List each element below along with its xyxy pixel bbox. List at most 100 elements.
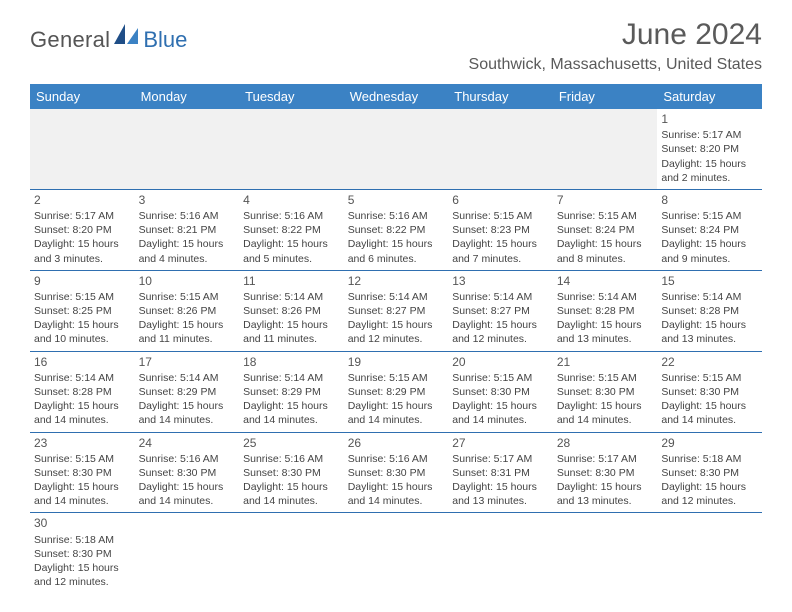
daylight-line: Daylight: 15 hours and 14 minutes. [243, 399, 340, 427]
day-number: 23 [34, 435, 131, 451]
day-number: 14 [557, 273, 654, 289]
sunset-line: Sunset: 8:30 PM [139, 466, 236, 480]
brand-logo: General Blue [30, 24, 187, 53]
calendar-cell [448, 109, 553, 189]
sunset-line: Sunset: 8:22 PM [243, 223, 340, 237]
location-subtitle: Southwick, Massachusetts, United States [469, 56, 762, 74]
weekday-header: Sunday [30, 84, 135, 109]
calendar-row: 2Sunrise: 5:17 AMSunset: 8:20 PMDaylight… [30, 189, 762, 270]
sunset-line: Sunset: 8:30 PM [557, 385, 654, 399]
calendar-cell [657, 513, 762, 593]
sunset-line: Sunset: 8:28 PM [661, 304, 758, 318]
day-number: 21 [557, 354, 654, 370]
sunrise-line: Sunrise: 5:16 AM [139, 209, 236, 223]
sunset-line: Sunset: 8:23 PM [452, 223, 549, 237]
day-number: 28 [557, 435, 654, 451]
sunrise-line: Sunrise: 5:18 AM [34, 533, 131, 547]
day-number: 18 [243, 354, 340, 370]
sunset-line: Sunset: 8:20 PM [661, 142, 758, 156]
sunrise-line: Sunrise: 5:17 AM [34, 209, 131, 223]
daylight-line: Daylight: 15 hours and 13 minutes. [661, 318, 758, 346]
day-number: 16 [34, 354, 131, 370]
day-number: 2 [34, 192, 131, 208]
daylight-line: Daylight: 15 hours and 14 minutes. [348, 399, 445, 427]
calendar-cell: 26Sunrise: 5:16 AMSunset: 8:30 PMDayligh… [344, 432, 449, 513]
sunrise-line: Sunrise: 5:14 AM [557, 290, 654, 304]
daylight-line: Daylight: 15 hours and 2 minutes. [661, 157, 758, 185]
sunset-line: Sunset: 8:24 PM [557, 223, 654, 237]
daylight-line: Daylight: 15 hours and 13 minutes. [557, 318, 654, 346]
sunset-line: Sunset: 8:22 PM [348, 223, 445, 237]
calendar-cell: 24Sunrise: 5:16 AMSunset: 8:30 PMDayligh… [135, 432, 240, 513]
calendar-cell: 8Sunrise: 5:15 AMSunset: 8:24 PMDaylight… [657, 189, 762, 270]
calendar-cell: 10Sunrise: 5:15 AMSunset: 8:26 PMDayligh… [135, 270, 240, 351]
calendar-cell: 29Sunrise: 5:18 AMSunset: 8:30 PMDayligh… [657, 432, 762, 513]
brand-word-blue: Blue [143, 27, 187, 53]
calendar-row: 9Sunrise: 5:15 AMSunset: 8:25 PMDaylight… [30, 270, 762, 351]
sunrise-line: Sunrise: 5:17 AM [557, 452, 654, 466]
calendar-header: Sunday Monday Tuesday Wednesday Thursday… [30, 84, 762, 109]
sunrise-line: Sunrise: 5:15 AM [139, 290, 236, 304]
day-number: 11 [243, 273, 340, 289]
calendar-cell: 5Sunrise: 5:16 AMSunset: 8:22 PMDaylight… [344, 189, 449, 270]
sunrise-line: Sunrise: 5:14 AM [139, 371, 236, 385]
sunrise-line: Sunrise: 5:14 AM [348, 290, 445, 304]
sunrise-line: Sunrise: 5:14 AM [452, 290, 549, 304]
day-number: 10 [139, 273, 236, 289]
day-number: 19 [348, 354, 445, 370]
day-number: 5 [348, 192, 445, 208]
daylight-line: Daylight: 15 hours and 7 minutes. [452, 237, 549, 265]
calendar-cell: 19Sunrise: 5:15 AMSunset: 8:29 PMDayligh… [344, 351, 449, 432]
day-number: 1 [661, 111, 758, 127]
calendar-cell: 12Sunrise: 5:14 AMSunset: 8:27 PMDayligh… [344, 270, 449, 351]
calendar-cell [344, 109, 449, 189]
day-number: 30 [34, 515, 131, 531]
calendar-page: General Blue June 2024 Southwick, Massac… [0, 0, 792, 612]
calendar-cell: 14Sunrise: 5:14 AMSunset: 8:28 PMDayligh… [553, 270, 658, 351]
sunset-line: Sunset: 8:28 PM [34, 385, 131, 399]
calendar-cell [553, 513, 658, 593]
sunset-line: Sunset: 8:30 PM [661, 466, 758, 480]
calendar-cell: 25Sunrise: 5:16 AMSunset: 8:30 PMDayligh… [239, 432, 344, 513]
day-number: 25 [243, 435, 340, 451]
sunset-line: Sunset: 8:31 PM [452, 466, 549, 480]
calendar-cell [239, 513, 344, 593]
calendar-cell: 17Sunrise: 5:14 AMSunset: 8:29 PMDayligh… [135, 351, 240, 432]
daylight-line: Daylight: 15 hours and 3 minutes. [34, 237, 131, 265]
sunrise-line: Sunrise: 5:15 AM [34, 452, 131, 466]
daylight-line: Daylight: 15 hours and 11 minutes. [139, 318, 236, 346]
calendar-cell [135, 109, 240, 189]
daylight-line: Daylight: 15 hours and 9 minutes. [661, 237, 758, 265]
sunrise-line: Sunrise: 5:17 AM [452, 452, 549, 466]
sunset-line: Sunset: 8:30 PM [243, 466, 340, 480]
sunrise-line: Sunrise: 5:15 AM [661, 209, 758, 223]
daylight-line: Daylight: 15 hours and 5 minutes. [243, 237, 340, 265]
sunset-line: Sunset: 8:29 PM [139, 385, 236, 399]
calendar-cell: 22Sunrise: 5:15 AMSunset: 8:30 PMDayligh… [657, 351, 762, 432]
day-number: 29 [661, 435, 758, 451]
day-number: 4 [243, 192, 340, 208]
sunset-line: Sunset: 8:25 PM [34, 304, 131, 318]
daylight-line: Daylight: 15 hours and 13 minutes. [557, 480, 654, 508]
calendar-cell: 6Sunrise: 5:15 AMSunset: 8:23 PMDaylight… [448, 189, 553, 270]
daylight-line: Daylight: 15 hours and 8 minutes. [557, 237, 654, 265]
calendar-cell [344, 513, 449, 593]
day-number: 24 [139, 435, 236, 451]
day-number: 26 [348, 435, 445, 451]
sunset-line: Sunset: 8:26 PM [139, 304, 236, 318]
day-number: 17 [139, 354, 236, 370]
header-row: General Blue June 2024 Southwick, Massac… [30, 18, 762, 74]
sunrise-line: Sunrise: 5:15 AM [348, 371, 445, 385]
sunrise-line: Sunrise: 5:14 AM [243, 290, 340, 304]
calendar-cell: 30Sunrise: 5:18 AMSunset: 8:30 PMDayligh… [30, 513, 135, 593]
sunrise-line: Sunrise: 5:15 AM [452, 371, 549, 385]
weekday-header: Tuesday [239, 84, 344, 109]
calendar-row: 30Sunrise: 5:18 AMSunset: 8:30 PMDayligh… [30, 513, 762, 593]
daylight-line: Daylight: 15 hours and 14 minutes. [139, 480, 236, 508]
calendar-row: 1Sunrise: 5:17 AMSunset: 8:20 PMDaylight… [30, 109, 762, 189]
weekday-header: Friday [553, 84, 658, 109]
day-number: 22 [661, 354, 758, 370]
calendar-cell: 11Sunrise: 5:14 AMSunset: 8:26 PMDayligh… [239, 270, 344, 351]
sunset-line: Sunset: 8:30 PM [452, 385, 549, 399]
calendar-cell: 1Sunrise: 5:17 AMSunset: 8:20 PMDaylight… [657, 109, 762, 189]
